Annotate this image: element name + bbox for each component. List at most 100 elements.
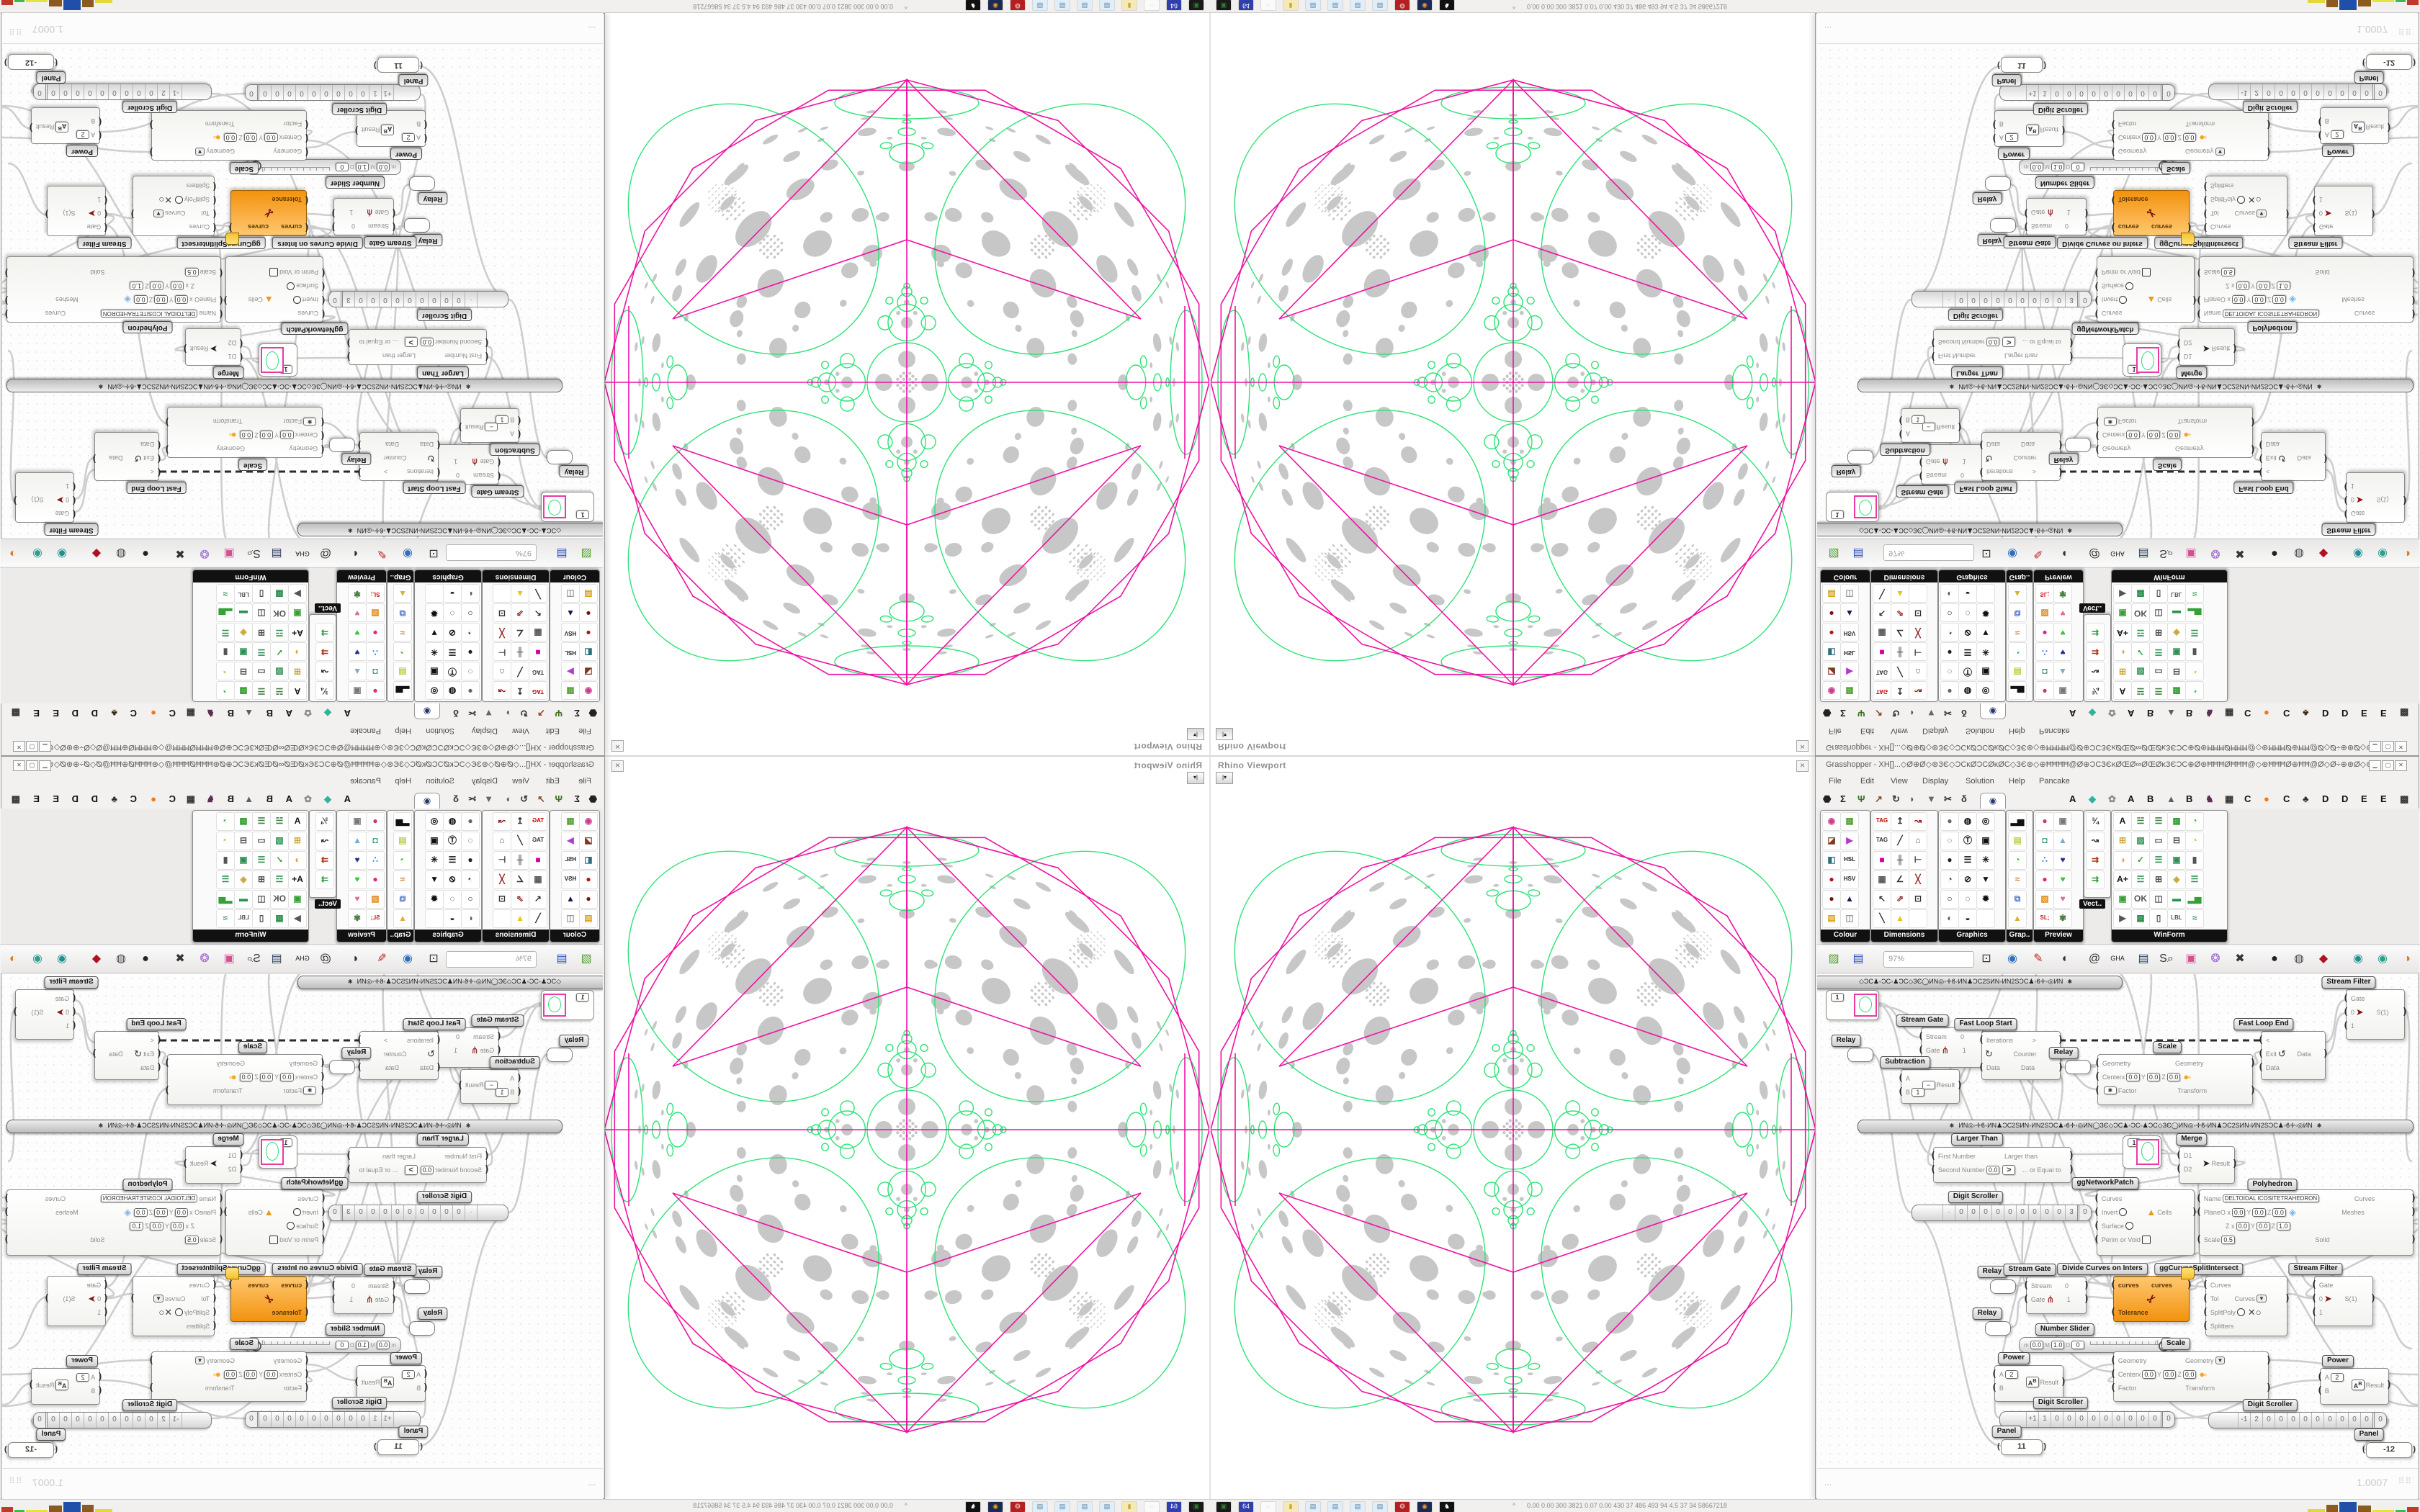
input-port[interactable]: ( [2023,221,2029,232]
component-stream-filter[interactable]: (Gate(0 ➤ S(1))(1 [2343,989,2408,1040]
tab-letter[interactable]: ● [2264,793,2269,804]
toggle-square[interactable] [269,1235,279,1244]
component-label[interactable]: Digit Scroller [2033,1397,2089,1409]
palette-icon[interactable]: ✹ [425,603,444,622]
palette-icon[interactable]: ▤ [393,832,412,850]
minimize-button[interactable]: ▁ [2369,741,2381,752]
scroller-digit[interactable]: 0 [2004,1205,2016,1220]
component-label[interactable]: Number Slider [325,1323,385,1336]
component-ggnetworkpatch[interactable]: (Curves(Invert ▲ Cells)(Surface(Perim or V… [223,256,326,323]
input-port[interactable]: ( [2258,467,2264,477]
scroller-digit[interactable]: 0 [60,84,72,99]
palette-icon[interactable]: ▼ [425,870,444,889]
component-label[interactable]: Power [1997,148,2030,160]
input-port[interactable]: ( [2094,1071,2100,1082]
component-label[interactable]: Scale [2161,162,2191,174]
component-label[interactable]: ggNetworkPatch [281,1177,349,1189]
output-port[interactable]: ) [2323,453,2329,464]
output-port[interactable]: ) [357,1035,362,1045]
palette-icon[interactable]: ▦ [234,812,253,831]
scroller-digit[interactable]: 0 [2161,85,2174,100]
component-power[interactable]: (A 2(B AB Result) [28,1368,103,1405]
save-64-icon[interactable]: 64 [1166,0,1182,11]
component-label[interactable]: ggCurvesSplitIntersect [2154,1263,2244,1275]
component-scale[interactable]: (Geometry Geometry)(Center x 0.0 Y 0.0 Z 0.0 ● ●(… [2094,1054,2256,1105]
toggle-circle[interactable] [175,196,184,204]
palette-icon[interactable]: ☰ [2149,681,2168,700]
curves-x-icon[interactable]: ✖ [2235,953,2245,965]
tab-letter[interactable]: E [2380,793,2387,804]
scroller-digit[interactable]: 0 [2336,84,2348,99]
output-port[interactable]: ) [148,1382,154,1393]
palette-icon[interactable]: ● [2035,812,2054,831]
palette-icon[interactable]: ◐ [1940,584,1959,603]
package-icon[interactable]: ▣ [2185,547,2197,559]
output-port[interactable]: ) [2266,1355,2272,1366]
component-label[interactable]: Scale [229,162,259,174]
value-chip[interactable]: 0.0 [150,1221,163,1230]
input-port[interactable]: ( [516,415,522,426]
value-chip[interactable]: − [485,1081,498,1089]
scroller-digit[interactable]: 0 [2063,85,2075,100]
tab-letter[interactable]: C [130,793,137,804]
palette-icon[interactable]: ✹ [1976,603,1995,622]
component-power[interactable]: (A 2(B AB Result) [2317,1368,2392,1405]
output-port[interactable]: ) [2370,208,2376,219]
palette-icon[interactable]: ◌ [1940,662,1959,680]
save-file-icon[interactable]: ▤ [556,547,568,559]
input-port[interactable]: ( [218,294,224,305]
input-port[interactable]: ( [1918,1045,1924,1056]
scroller-digit[interactable]: 0 [2372,84,2386,99]
open-file-icon[interactable]: ▨ [581,547,592,559]
palette-icon[interactable]: ◑ [288,851,307,870]
palette-icon[interactable]: ↥ [511,812,529,831]
palette-icon[interactable]: ◧ [1822,851,1841,870]
intersect-icon[interactable]: ✂ [468,708,476,719]
transform-icon[interactable]: δ [1961,708,1967,719]
input-port[interactable]: ( [2094,1085,2100,1096]
value-chip[interactable]: 0.0 [2126,1072,2140,1081]
ghost-app-icon[interactable]: ○ [1144,0,1160,11]
tab-letter[interactable]: D [71,708,79,719]
input-port[interactable]: ( [304,222,310,233]
palette-icon[interactable]: TAG [1873,832,1891,850]
scroller-digit[interactable]: 0 [1979,292,1991,307]
palette-icon[interactable]: LBL [2167,909,2186,928]
component-fast-loop-end[interactable]: (<(Exit ↺ Data)(Data [91,1031,162,1080]
input-port[interactable]: ( [2311,1307,2317,1318]
input-port[interactable]: ( [321,1220,326,1231]
scroller-digit[interactable]: 0 [333,1412,345,1427]
scroller-digit[interactable]: 0 [416,292,429,307]
tab-letter[interactable]: C [2283,793,2290,804]
scroller-digit[interactable]: 0 [2311,1413,2323,1428]
palette-icon[interactable]: ✓ [270,642,289,661]
transform-icon[interactable]: δ [1961,793,1967,804]
value-chip[interactable]: 1 [576,993,589,1002]
value-chip[interactable]: 0.0 [2166,1072,2181,1081]
input-port[interactable]: ( [97,1385,103,1396]
palette-icon[interactable]: ▂▅ [216,603,235,622]
close-button[interactable]: ✕ [2395,760,2407,771]
scroller-digit[interactable]: 0 [429,292,441,307]
output-port[interactable]: ) [2187,222,2192,233]
input-port[interactable]: ( [156,1048,162,1059]
output-port[interactable]: ) [164,444,170,454]
value-chip[interactable]: 2 [2004,133,2018,143]
input-port[interactable]: ( [2023,1280,2029,1291]
palette-icon[interactable]: ▦ [2131,909,2150,928]
input-port[interactable]: ( [212,1307,218,1318]
value-chip[interactable]: 0.0 [376,163,390,171]
input-port[interactable]: ( [103,1279,109,1290]
palette-icon[interactable]: ⌂ [493,832,511,850]
menu-item-view[interactable]: View [1891,726,1908,735]
palette-icon[interactable]: ▲ [2008,584,2027,603]
component-label[interactable]: ggNetworkPatch [2071,323,2139,335]
component-power[interactable]: (A 2(B AB Result) [354,110,429,147]
value-chip[interactable]: 0.0 [2030,1341,2044,1349]
palette-icon[interactable]: ✳ [1976,851,1995,870]
toggle-circle[interactable] [2119,296,2128,304]
component-label[interactable]: Digit Scroller [1948,309,2004,321]
scroller-digit[interactable]: 0 [133,1413,145,1428]
digit-scroller[interactable]: · 0 0 0 0 0 0 0 0 0 3 0 [1912,291,2092,307]
output-port[interactable]: ) [182,343,188,354]
